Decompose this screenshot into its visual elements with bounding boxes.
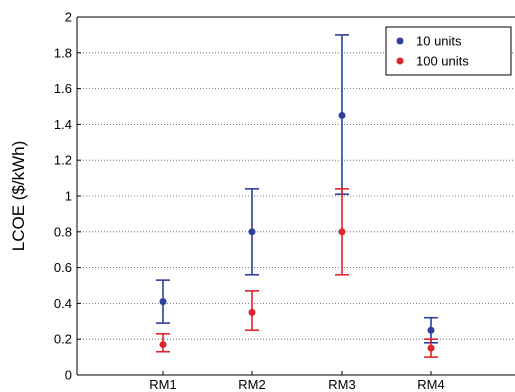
x-axis-ticks: RM1 RM2 RM3 RM4 [149, 371, 445, 392]
data-point [338, 111, 346, 119]
grid-lines [77, 52, 515, 340]
y-tick-label: 0 [65, 368, 72, 383]
data-point [427, 344, 435, 352]
legend-label: 100 units [416, 54, 469, 69]
y-axis-title: LCOE ($/kWh) [9, 141, 28, 252]
y-tick-label: 0.6 [54, 260, 72, 275]
y-tick-label: 1.2 [54, 153, 72, 168]
legend-marker [396, 37, 404, 45]
series-100-units [156, 188, 438, 358]
data-point [159, 341, 167, 349]
legend: 10 units 100 units [385, 26, 512, 76]
series-layer [156, 34, 438, 358]
y-tick-label: 2 [65, 10, 72, 25]
y-tick-label: 1.4 [54, 117, 72, 132]
x-tick-label: RM4 [417, 377, 444, 392]
data-point [427, 326, 435, 334]
y-tick-label: 0.4 [54, 296, 72, 311]
data-point [159, 298, 167, 306]
series-10-units [156, 34, 438, 344]
y-tick-label: 1.8 [54, 45, 72, 60]
legend-marker [396, 57, 404, 65]
y-tick-label: 0.8 [54, 224, 72, 239]
x-tick-label: RM3 [328, 377, 355, 392]
data-point [248, 308, 256, 316]
legend-label: 10 units [416, 34, 462, 49]
data-point [248, 228, 256, 236]
y-axis-ticks: 0 0.2 0.4 0.6 0.8 1 1.2 1.4 1.6 1.8 2 [54, 10, 81, 383]
y-tick-label: 1 [65, 189, 72, 204]
x-tick-label: RM1 [149, 377, 176, 392]
legend-box [385, 26, 512, 76]
x-tick-label: RM2 [238, 377, 265, 392]
data-point [338, 228, 346, 236]
y-tick-label: 0.2 [54, 332, 72, 347]
y-tick-label: 1.6 [54, 81, 72, 96]
